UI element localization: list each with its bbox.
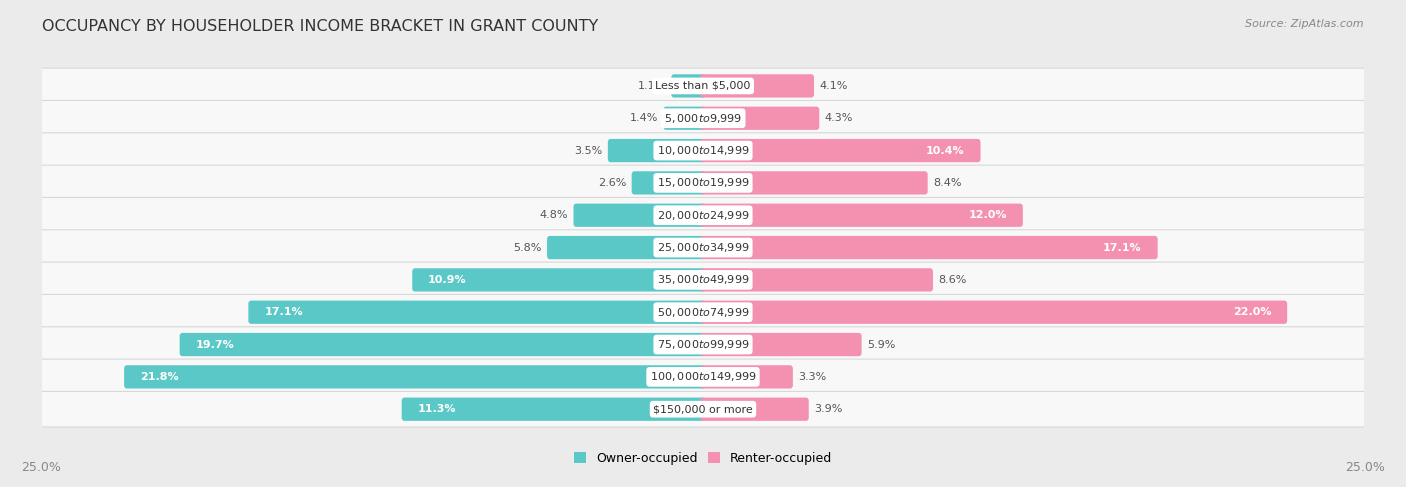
FancyBboxPatch shape (700, 75, 814, 97)
FancyBboxPatch shape (700, 107, 820, 130)
FancyBboxPatch shape (700, 268, 934, 292)
Text: 17.1%: 17.1% (264, 307, 302, 317)
FancyBboxPatch shape (547, 236, 706, 259)
Text: Less than $5,000: Less than $5,000 (655, 81, 751, 91)
FancyBboxPatch shape (32, 100, 1374, 136)
FancyBboxPatch shape (124, 365, 706, 389)
FancyBboxPatch shape (631, 171, 706, 194)
FancyBboxPatch shape (412, 268, 706, 292)
Text: 2.6%: 2.6% (598, 178, 626, 188)
Text: OCCUPANCY BY HOUSEHOLDER INCOME BRACKET IN GRANT COUNTY: OCCUPANCY BY HOUSEHOLDER INCOME BRACKET … (42, 19, 599, 35)
FancyBboxPatch shape (249, 300, 706, 324)
FancyBboxPatch shape (32, 165, 1374, 201)
Text: 21.8%: 21.8% (141, 372, 179, 382)
Text: 5.8%: 5.8% (513, 243, 541, 253)
FancyBboxPatch shape (32, 133, 1374, 169)
Text: 11.3%: 11.3% (418, 404, 456, 414)
FancyBboxPatch shape (671, 75, 706, 97)
FancyBboxPatch shape (574, 204, 706, 227)
Text: $75,000 to $99,999: $75,000 to $99,999 (657, 338, 749, 351)
Text: 4.8%: 4.8% (540, 210, 568, 220)
Text: $5,000 to $9,999: $5,000 to $9,999 (664, 112, 742, 125)
FancyBboxPatch shape (700, 365, 793, 389)
Text: $35,000 to $49,999: $35,000 to $49,999 (657, 273, 749, 286)
FancyBboxPatch shape (32, 68, 1374, 104)
Text: 1.4%: 1.4% (630, 113, 658, 123)
Text: 3.5%: 3.5% (574, 146, 603, 155)
FancyBboxPatch shape (32, 392, 1374, 427)
FancyBboxPatch shape (700, 171, 928, 194)
FancyBboxPatch shape (700, 139, 980, 162)
FancyBboxPatch shape (32, 230, 1374, 265)
Text: 12.0%: 12.0% (969, 210, 1007, 220)
Legend: Owner-occupied, Renter-occupied: Owner-occupied, Renter-occupied (568, 447, 838, 470)
Text: 25.0%: 25.0% (21, 461, 60, 474)
FancyBboxPatch shape (32, 327, 1374, 362)
FancyBboxPatch shape (700, 300, 1286, 324)
Text: 3.3%: 3.3% (799, 372, 827, 382)
Text: 10.4%: 10.4% (927, 146, 965, 155)
FancyBboxPatch shape (402, 397, 706, 421)
Text: $15,000 to $19,999: $15,000 to $19,999 (657, 176, 749, 189)
Text: Source: ZipAtlas.com: Source: ZipAtlas.com (1246, 19, 1364, 30)
FancyBboxPatch shape (180, 333, 706, 356)
FancyBboxPatch shape (700, 397, 808, 421)
Text: $50,000 to $74,999: $50,000 to $74,999 (657, 306, 749, 318)
FancyBboxPatch shape (32, 262, 1374, 298)
FancyBboxPatch shape (32, 359, 1374, 394)
Text: 1.1%: 1.1% (638, 81, 666, 91)
Text: 10.9%: 10.9% (427, 275, 467, 285)
FancyBboxPatch shape (664, 107, 706, 130)
Text: $150,000 or more: $150,000 or more (654, 404, 752, 414)
Text: 22.0%: 22.0% (1233, 307, 1271, 317)
Text: $20,000 to $24,999: $20,000 to $24,999 (657, 209, 749, 222)
FancyBboxPatch shape (700, 236, 1157, 259)
Text: $100,000 to $149,999: $100,000 to $149,999 (650, 371, 756, 383)
Text: 4.1%: 4.1% (820, 81, 848, 91)
Text: 8.6%: 8.6% (938, 275, 967, 285)
FancyBboxPatch shape (32, 197, 1374, 233)
FancyBboxPatch shape (607, 139, 706, 162)
Text: $25,000 to $34,999: $25,000 to $34,999 (657, 241, 749, 254)
Text: 5.9%: 5.9% (868, 339, 896, 350)
FancyBboxPatch shape (700, 204, 1022, 227)
Text: 25.0%: 25.0% (1346, 461, 1385, 474)
Text: 19.7%: 19.7% (195, 339, 235, 350)
Text: 4.3%: 4.3% (824, 113, 853, 123)
Text: 3.9%: 3.9% (814, 404, 842, 414)
FancyBboxPatch shape (700, 333, 862, 356)
Text: 17.1%: 17.1% (1104, 243, 1142, 253)
Text: 8.4%: 8.4% (934, 178, 962, 188)
FancyBboxPatch shape (32, 295, 1374, 330)
Text: $10,000 to $14,999: $10,000 to $14,999 (657, 144, 749, 157)
